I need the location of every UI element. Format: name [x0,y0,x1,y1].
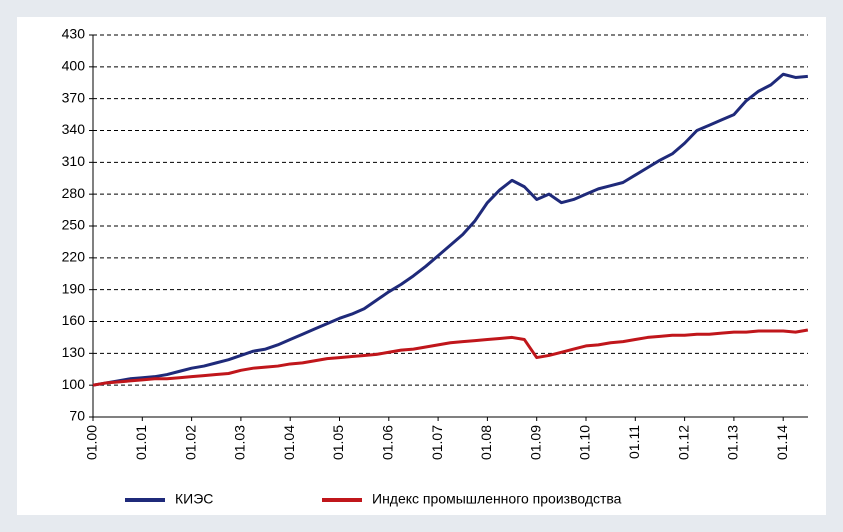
y-tick-label: 250 [62,217,86,233]
y-tick-label: 130 [62,344,86,360]
y-tick-label: 310 [62,153,86,169]
y-tick-label: 190 [62,280,86,296]
y-tick-label: 280 [62,185,86,201]
y-tick-label: 100 [62,376,86,392]
series-line [92,72,808,387]
x-tick-label: 01.07 [429,425,445,460]
x-tick-label: 01.03 [232,425,248,460]
legend-label: КИЭС [175,491,213,507]
x-tick-label: 01.12 [675,425,691,460]
y-tick-label: 220 [62,249,86,265]
x-tick-label: 01.11 [626,425,642,459]
x-tick-label: 01.13 [725,425,741,460]
y-tick-label: 340 [62,121,86,137]
series-line [92,328,809,387]
y-tick-label: 160 [62,312,86,328]
x-tick-label: 01.01 [133,425,149,460]
x-tick-label: 01.09 [527,425,543,460]
x-tick-label: 01.06 [380,425,396,460]
plot-panel [17,17,826,515]
x-tick-label: 01.10 [577,425,593,460]
y-tick-label: 70 [69,408,85,424]
y-tick-label: 430 [62,26,86,42]
y-tick-label: 400 [62,58,86,74]
x-tick-label: 01.00 [84,425,100,460]
x-tick-label: 01.04 [281,425,297,460]
y-tick-label: 370 [62,89,86,105]
x-tick-label: 01.14 [774,425,790,460]
legend-label: Индекс промышленного производства [372,491,622,507]
x-tick-label: 01.05 [330,425,346,460]
x-tick-label: 01.02 [182,425,198,460]
x-tick-label: 01.08 [478,425,494,460]
